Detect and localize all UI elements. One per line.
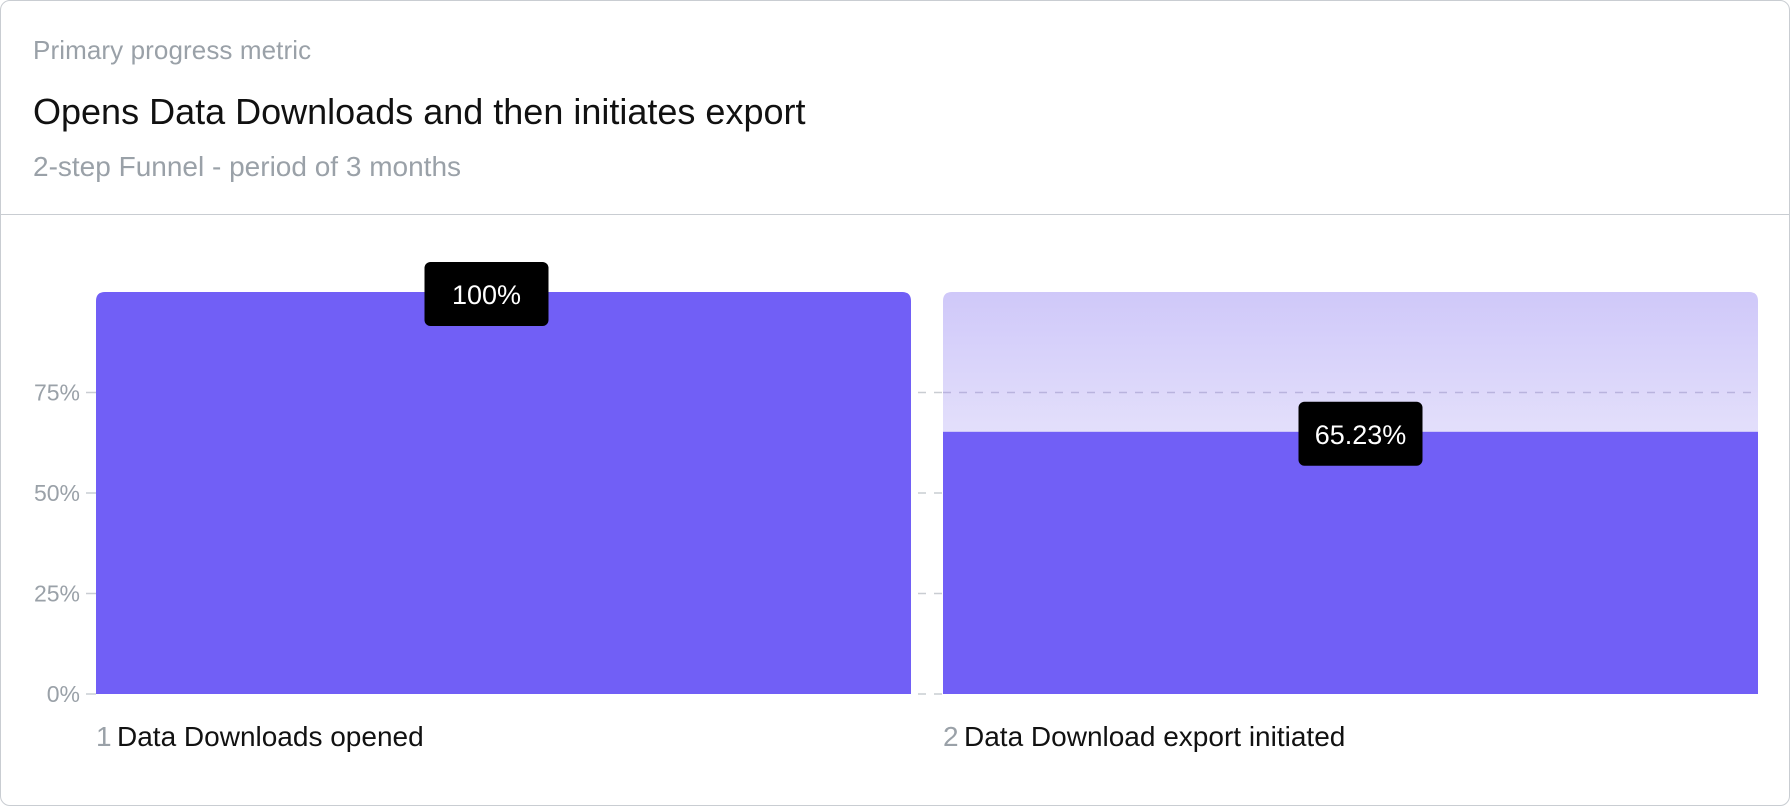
value-badge	[424, 262, 549, 326]
step-number: 1	[96, 721, 112, 752]
y-tick-label: 50%	[34, 480, 80, 506]
funnel-bar	[96, 292, 911, 694]
funnel-bar	[943, 431, 1758, 694]
y-tick-label: 25%	[34, 581, 80, 607]
step-number: 2	[943, 721, 959, 752]
step-label: Data Downloads opened	[117, 721, 424, 752]
value-label: 65.23%	[1315, 420, 1407, 450]
step-label: Data Download export initiated	[964, 721, 1345, 752]
metric-title[interactable]: Opens Data Downloads and then initiates …	[33, 91, 806, 132]
y-tick-label: 75%	[34, 380, 80, 406]
value-badge	[1298, 401, 1423, 466]
header-divider	[1, 214, 1789, 215]
metric-subtitle: 2-step Funnel - period of 3 months	[33, 151, 462, 182]
value-label: 100%	[452, 280, 521, 310]
metric-eyebrow: Primary progress metric	[33, 35, 312, 65]
y-tick-label: 0%	[47, 681, 80, 707]
bar-dropoff-area	[943, 292, 1758, 432]
